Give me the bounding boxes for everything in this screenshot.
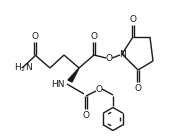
Text: O: O	[135, 84, 142, 92]
Text: O: O	[31, 32, 39, 40]
Text: O: O	[83, 111, 89, 120]
Text: O: O	[90, 32, 98, 40]
Text: H$_2$N: H$_2$N	[14, 62, 33, 74]
Polygon shape	[68, 68, 79, 82]
Text: N: N	[119, 49, 125, 59]
Text: HN: HN	[51, 80, 65, 89]
Text: O: O	[105, 54, 112, 63]
Text: O: O	[130, 14, 137, 23]
Text: O: O	[95, 85, 103, 94]
